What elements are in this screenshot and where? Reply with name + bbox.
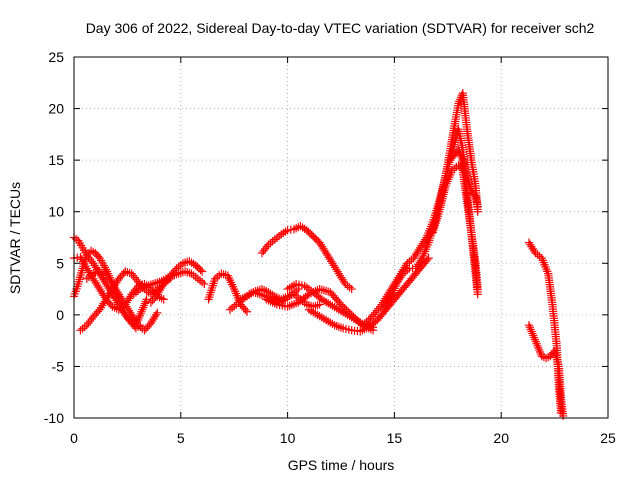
y-tick-label-0: 0	[56, 307, 64, 323]
point-arc7-8	[198, 267, 207, 276]
point-arc6-11	[200, 279, 209, 289]
point-arc7-7	[191, 261, 200, 270]
point-arc2-17	[142, 295, 151, 304]
point-arc12-8-2	[312, 235, 321, 244]
data-layer	[69, 89, 568, 421]
point-arc12-7-1	[304, 227, 313, 236]
point-arc18-7	[473, 284, 482, 294]
y-tick-label--10: -10	[44, 410, 64, 426]
point-arc16-18	[473, 202, 482, 211]
series-arc12	[257, 222, 356, 294]
point-arc14-7-4	[371, 317, 380, 326]
grid-layer	[74, 57, 608, 418]
point-arc12-8-1	[310, 233, 319, 243]
x-axis-label: GPS time / hours	[288, 457, 395, 473]
x-tick-label-20: 20	[493, 430, 509, 446]
point-arc7-7-3	[196, 265, 205, 275]
series-arc8	[204, 269, 252, 316]
point-arc7-7-2	[194, 264, 204, 273]
point-arc10-9	[294, 284, 303, 294]
point-arc9-14	[315, 300, 324, 309]
point-arc12-7-3	[307, 230, 316, 240]
x-tick-label-0: 0	[70, 430, 78, 446]
point-arc12-7-2	[305, 229, 315, 238]
series-arc6	[129, 267, 209, 299]
point-arc5-11	[153, 308, 162, 317]
point-arc2-12-2	[124, 314, 133, 323]
x-tick-label-15: 15	[387, 430, 403, 446]
point-arc8-6	[242, 307, 252, 316]
point-arc12-7	[302, 226, 311, 235]
x-tick-label-25: 25	[600, 430, 616, 446]
point-arc3-14	[159, 295, 168, 304]
y-tick-label-10: 10	[48, 204, 64, 220]
x-tick-label-5: 5	[177, 430, 185, 446]
plot-frame	[73, 56, 609, 419]
point-arc2-5-2	[94, 252, 103, 261]
y-axis-label: SDTVAR / TECUs	[7, 182, 23, 294]
series-arc20	[524, 321, 568, 421]
series-arc13	[283, 279, 378, 332]
point-arc12-14	[347, 284, 356, 294]
series-arc14	[304, 254, 433, 336]
series-arc5	[82, 267, 162, 335]
y-tick-label--5: -5	[52, 358, 65, 374]
point-arc12-8	[309, 232, 318, 241]
point-arc7-7-1	[193, 262, 202, 271]
x-tick-label-10: 10	[280, 430, 296, 446]
series-arc18	[445, 125, 482, 294]
y-tick-label-15: 15	[48, 152, 64, 168]
chart-title: Day 306 of 2022, Sidereal Day-to-day VTE…	[86, 20, 595, 36]
series-arc11	[262, 284, 378, 335]
point-arc16-16-2	[470, 190, 479, 199]
y-tick-label-20: 20	[48, 101, 64, 117]
y-tick-label-25: 25	[48, 49, 64, 65]
series-arc7	[146, 257, 207, 307]
y-tick-label-5: 5	[56, 255, 64, 271]
